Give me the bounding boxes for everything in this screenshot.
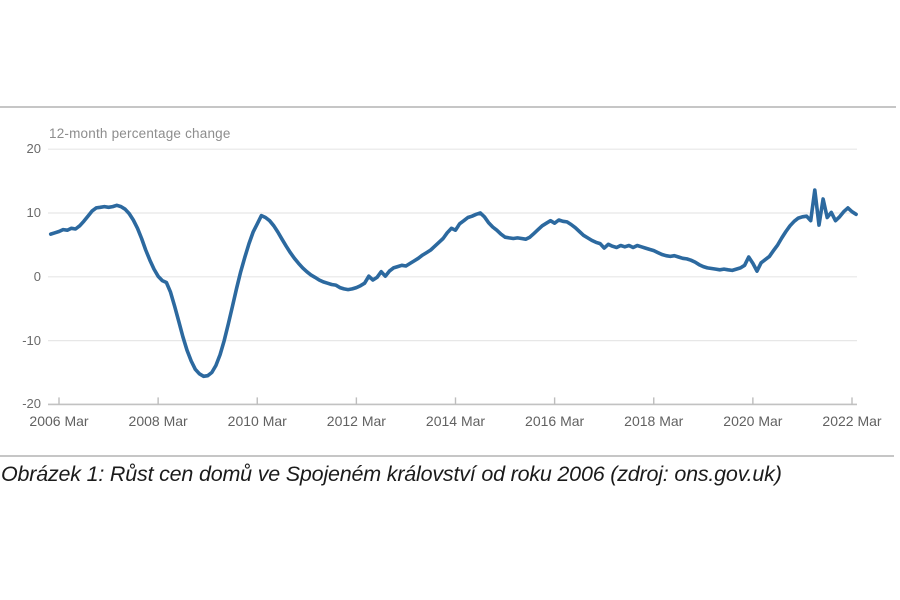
x-axis-label: 2022 Mar (822, 413, 882, 429)
bottom-divider (0, 455, 894, 457)
y-axis-label: 10 (26, 205, 41, 220)
y-axis-label: 0 (33, 268, 41, 284)
x-axis-label: 2012 Mar (326, 413, 386, 429)
figure-caption: Obrázek 1: Růst cen domů ve Spojeném krá… (1, 462, 782, 486)
x-axis-label: 2008 Mar (128, 413, 188, 429)
data-line (48, 188, 858, 379)
x-axis-label: 2010 Mar (227, 413, 287, 429)
x-axis-label: 2014 Mar (425, 413, 486, 429)
y-axis-label: 20 (26, 141, 41, 157)
y-axis-label: -20 (22, 396, 41, 412)
x-axis-label: 2018 Mar (624, 413, 684, 429)
top-divider (0, 106, 896, 108)
chart-title: 12-month percentage change (49, 126, 231, 141)
y-axis-label: -10 (22, 332, 41, 348)
x-axis-label: 2016 Mar (525, 413, 585, 429)
x-axis-label: 2020 Mar (723, 413, 783, 429)
x-axis-label: 2006 Mar (29, 413, 89, 429)
